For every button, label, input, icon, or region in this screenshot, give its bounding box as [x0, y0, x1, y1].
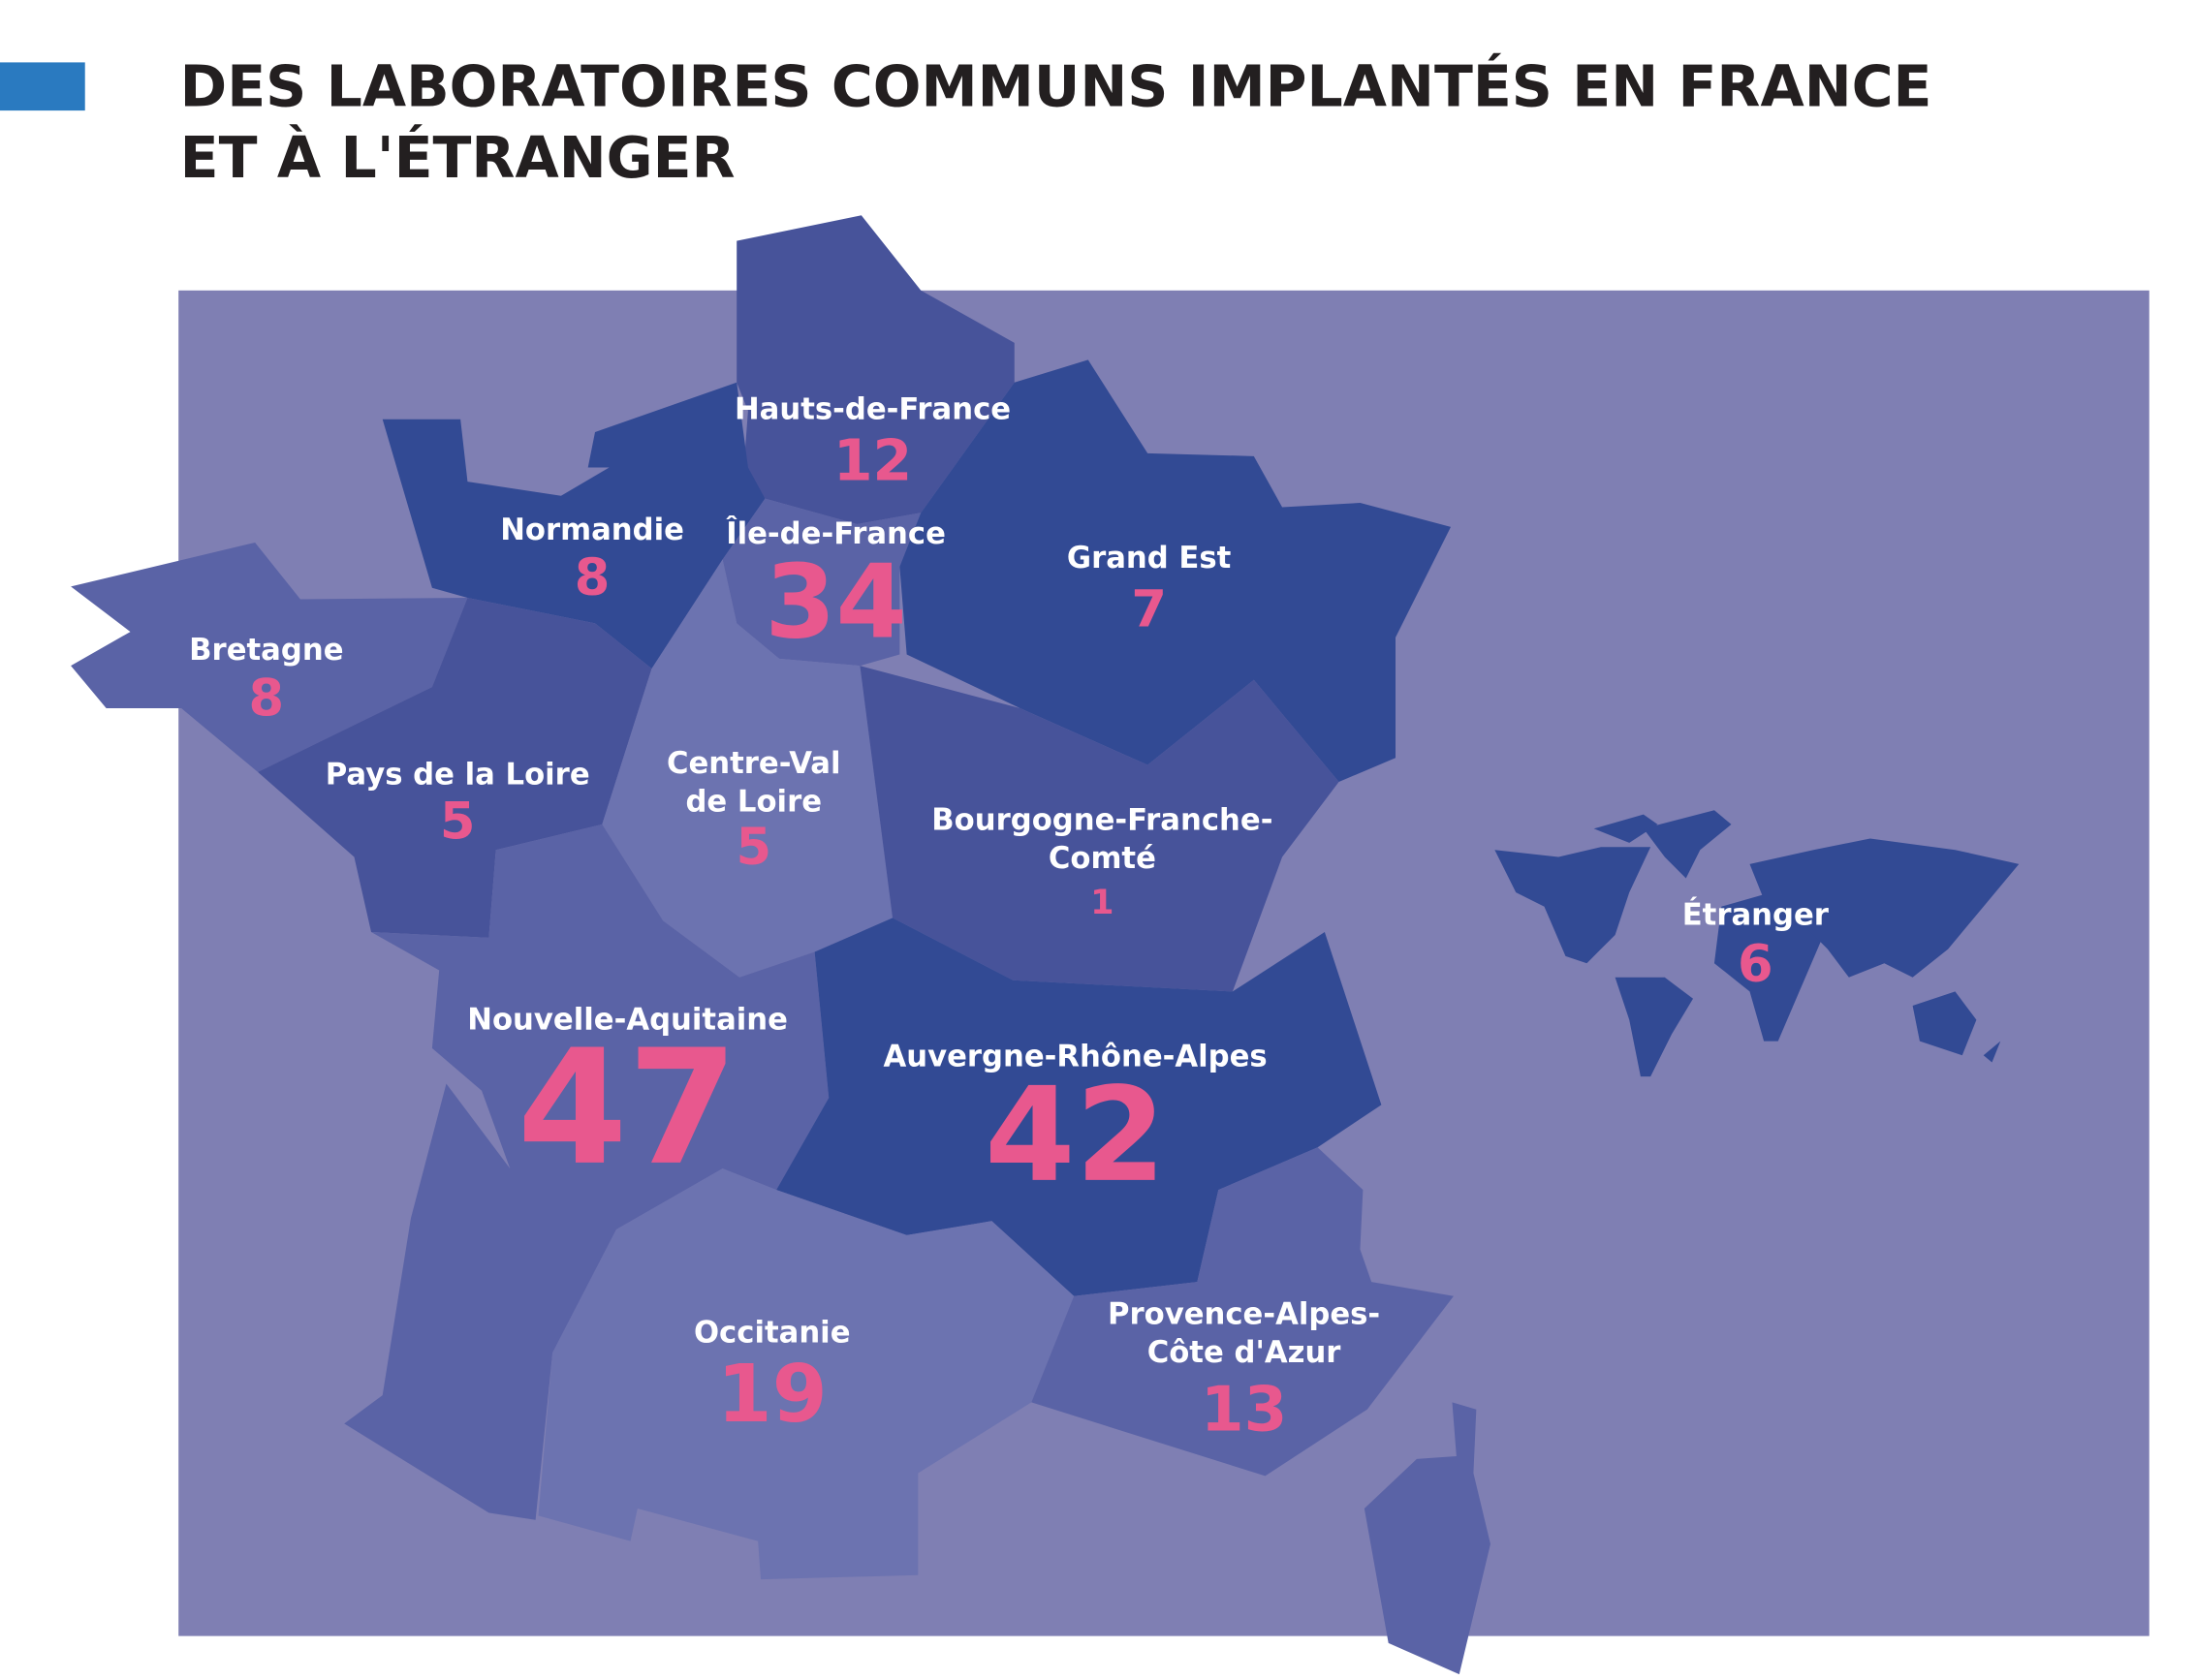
region-shape — [899, 359, 1452, 783]
region-shape — [776, 918, 1382, 1296]
continent-shape — [1615, 977, 1694, 1077]
region-count: 8 — [249, 669, 285, 728]
region-shape — [602, 559, 894, 978]
continent-shape — [1749, 838, 2020, 978]
region-count: 34 — [765, 543, 906, 662]
continent-shape — [1713, 892, 1821, 1042]
region-name: Pays de la Loire — [326, 759, 590, 793]
region-name: Île-de-France — [726, 516, 946, 551]
region-name: Occitanie — [694, 1317, 851, 1351]
france-map — [71, 215, 1490, 1675]
region-name: Comté — [1049, 842, 1156, 876]
region-count: 12 — [833, 428, 912, 494]
region-shape — [258, 598, 652, 938]
region-shape — [737, 215, 1015, 524]
region-name: Auvergne-Rhône-Alpes — [884, 1041, 1268, 1074]
continent-shape — [1643, 810, 1732, 879]
region-name: Étranger — [1682, 897, 1830, 932]
region-shape — [722, 498, 922, 667]
continent-shape — [1983, 1041, 2001, 1063]
title-line: ET À L'ÉTRANGER — [180, 124, 736, 191]
region-shape — [1031, 1147, 1454, 1477]
region-name: Nouvelle-Aquitaine — [467, 1004, 788, 1038]
region-name: Provence-Alpes- — [1108, 1298, 1380, 1332]
region-count: 19 — [717, 1349, 828, 1441]
region-shape — [538, 1168, 1075, 1580]
continent-shape — [1593, 814, 1658, 843]
region-shape — [382, 382, 766, 669]
labels: Hauts-de-France12Normandie8Île-de-France… — [189, 393, 1830, 1447]
region-count: 5 — [440, 793, 476, 852]
region-name: Bourgogne-Franche- — [931, 803, 1272, 837]
region-count: 5 — [736, 818, 771, 877]
region-count: 1 — [1090, 883, 1114, 922]
region-shape — [860, 666, 1339, 992]
title-accent — [0, 62, 85, 111]
region-count: 42 — [985, 1059, 1166, 1211]
world-map — [1494, 810, 2020, 1077]
region-name: Bretagne — [189, 634, 343, 668]
continent-shape — [1494, 847, 1651, 964]
region-name: Hauts-de-France — [735, 393, 1011, 427]
region-name: Centre-Val — [667, 747, 841, 781]
region-count: 8 — [575, 548, 611, 607]
region-count: 6 — [1738, 935, 1773, 994]
region-count: 13 — [1201, 1374, 1288, 1447]
region-name: Côte d'Azur — [1147, 1336, 1342, 1370]
region-name: de Loire — [685, 785, 822, 819]
region-count: 47 — [518, 1015, 738, 1200]
region-name: Normandie — [500, 513, 684, 547]
region-shape — [71, 542, 468, 772]
region-count: 7 — [1131, 579, 1167, 638]
region-shape — [1364, 1402, 1490, 1675]
title-line: DES LABORATOIRES COMMUNS IMPLANTÉS EN FR… — [180, 53, 1932, 120]
region-name: Grand Est — [1067, 542, 1231, 576]
continent-shape — [1912, 991, 1977, 1056]
region-shape — [344, 824, 830, 1520]
